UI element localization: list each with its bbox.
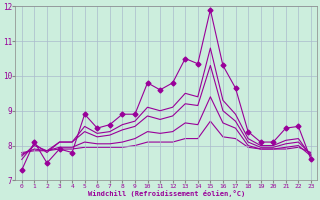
X-axis label: Windchill (Refroidissement éolien,°C): Windchill (Refroidissement éolien,°C) — [88, 190, 245, 197]
